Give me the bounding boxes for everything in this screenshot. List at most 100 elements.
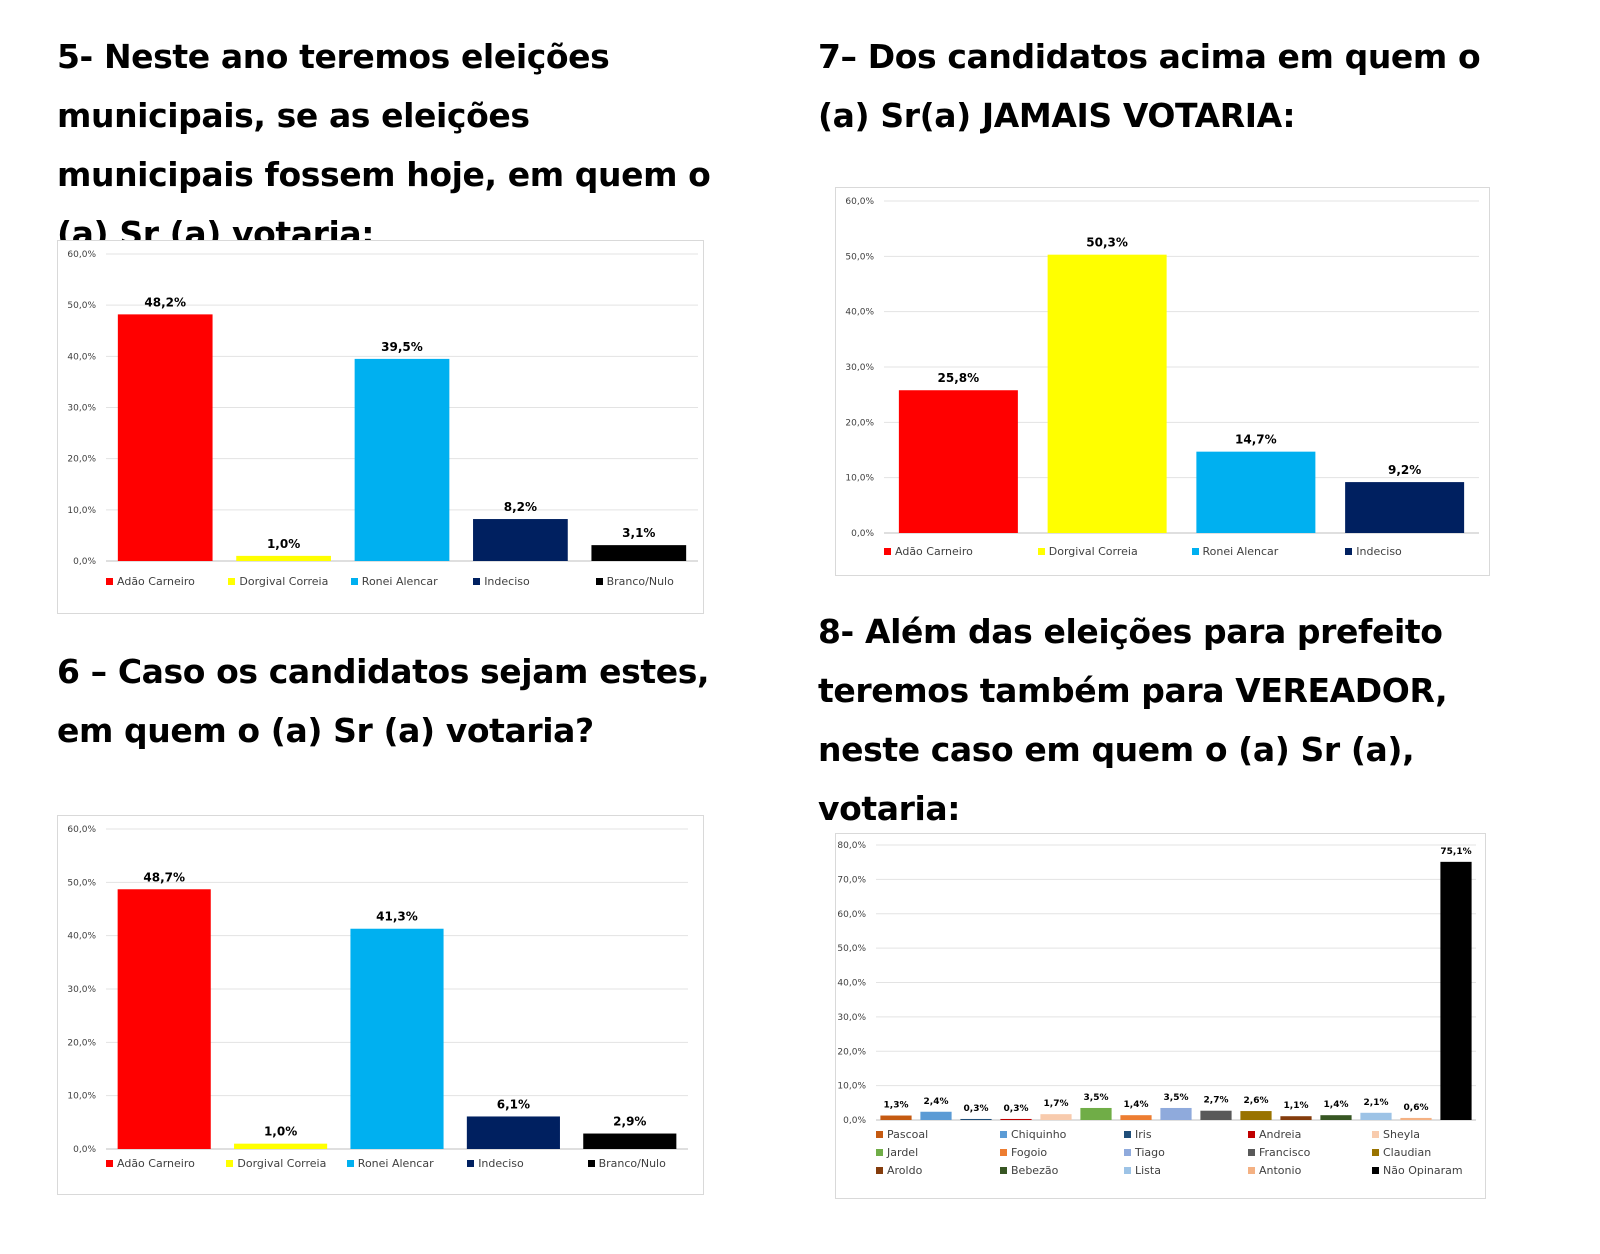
legend-swatch — [1248, 1131, 1255, 1138]
y-tick-label: 70,0% — [837, 875, 866, 885]
legend-item: Claudian — [1372, 1146, 1431, 1160]
legend-item: Chiquinho — [1000, 1128, 1066, 1142]
bar-ronei-alencar — [350, 928, 444, 1149]
bar-ad-o-carneiro — [898, 390, 1018, 533]
legend-item: Adão Carneiro — [106, 1157, 195, 1171]
legend-label: Dorgival Correia — [239, 575, 329, 588]
legend-label: Indeciso — [1356, 545, 1402, 558]
legend-label: Fogoio — [1011, 1146, 1048, 1159]
y-tick-label: 20,0% — [67, 455, 96, 465]
legend-item: Andreia — [1248, 1128, 1301, 1142]
bar-aroldo — [1280, 1116, 1312, 1120]
legend-swatch — [1372, 1131, 1379, 1138]
legend-label: Pascoal — [887, 1128, 929, 1141]
legend-swatch — [1124, 1131, 1131, 1138]
legend-swatch — [1345, 548, 1353, 555]
legend-swatch — [876, 1131, 883, 1138]
legend-swatch — [587, 1160, 595, 1167]
bar-branco-nulo — [583, 1133, 677, 1149]
legend-item: Lista — [1124, 1164, 1161, 1178]
data-label: 3,5% — [1084, 1093, 1109, 1103]
bar-andreia — [1000, 1118, 1032, 1120]
bar-ad-o-carneiro — [117, 889, 211, 1149]
bar-ad-o-carneiro — [117, 314, 213, 561]
y-tick-label: 50,0% — [67, 301, 96, 311]
legend-swatch — [876, 1167, 883, 1174]
legend-label: Lista — [1135, 1164, 1161, 1177]
chart-question-5: 0,0% 10,0% 20,0% 30,0% 40,0% 50,0% 60,0% 48,2% 1… — [57, 240, 704, 614]
legend-item: Jardel — [876, 1146, 918, 1160]
data-label: 3,1% — [622, 526, 655, 540]
data-label: 1,4% — [1324, 1100, 1349, 1110]
bar-jardel — [1080, 1107, 1112, 1120]
data-label: 75,1% — [1440, 847, 1471, 857]
bar-bebez-o — [1320, 1115, 1352, 1120]
legend-label: Sheyla — [1383, 1128, 1421, 1141]
data-label: 8,2% — [504, 500, 537, 514]
legend-swatch — [1000, 1149, 1007, 1156]
legend-label: Branco/Nulo — [598, 1157, 666, 1170]
legend-swatch — [1000, 1131, 1007, 1138]
chart-question-8: 0,0% 10,0% 20,0% 30,0% 40,0% 50,0% 60,0% 70,0% 8… — [835, 833, 1486, 1199]
bar-n-o-opinaram — [1440, 861, 1472, 1120]
y-tick-label: 40,0% — [837, 979, 866, 989]
y-tick-label: 10,0% — [67, 506, 96, 516]
bar-chiquinho — [920, 1111, 952, 1120]
legend-item: Aroldo — [876, 1164, 922, 1178]
bar-indeciso — [1345, 482, 1465, 533]
bar-indeciso — [473, 519, 568, 561]
legend-label: Dorgival Correia — [1048, 545, 1138, 558]
legend-label: Adão Carneiro — [117, 575, 195, 588]
legend-label: Chiquinho — [1011, 1128, 1067, 1141]
legend-item: Adão Carneiro — [884, 545, 973, 559]
legend-label: Claudian — [1383, 1146, 1432, 1159]
y-tick-label: 0,0% — [843, 1116, 866, 1126]
y-tick-label: 0,0% — [73, 1145, 96, 1155]
bar-branco-nulo — [591, 545, 687, 561]
legend-label: Iris — [1135, 1128, 1152, 1141]
y-tick-label: 80,0% — [837, 841, 866, 851]
y-tick-label: 50,0% — [67, 878, 96, 888]
chart-question-6: 0,0% 10,0% 20,0% 30,0% 40,0% 50,0% 60,0% 48,7% 1… — [57, 815, 704, 1195]
data-label: 39,5% — [381, 340, 423, 354]
data-label: 0,6% — [1404, 1103, 1429, 1113]
legend-label: Tiago — [1135, 1146, 1165, 1159]
legend-label: Ronei Alencar — [1202, 545, 1279, 558]
data-label: 48,2% — [144, 295, 186, 309]
question-5-title: 5- Neste ano teremos eleições municipais… — [57, 37, 711, 253]
legend-swatch — [595, 578, 603, 585]
legend-label: Adão Carneiro — [895, 545, 973, 558]
legend-label: Ronei Alencar — [357, 1157, 434, 1170]
legend-label: Aroldo — [887, 1164, 923, 1177]
legend-swatch — [346, 1160, 354, 1167]
bar-lista — [1360, 1112, 1392, 1120]
legend-item: Ronei Alencar — [350, 575, 438, 589]
data-label: 2,1% — [1364, 1098, 1389, 1108]
bar-sheyla — [1040, 1114, 1072, 1120]
bar-tiago — [1160, 1107, 1192, 1120]
y-tick-label: 20,0% — [837, 1047, 866, 1057]
y-tick-label: 50,0% — [837, 944, 866, 954]
bar-ronei-alencar — [354, 358, 450, 561]
legend-swatch — [1372, 1167, 1379, 1174]
data-label: 1,3% — [884, 1101, 909, 1111]
data-label: 48,7% — [143, 870, 185, 884]
legend-swatch — [226, 1160, 234, 1167]
legend-swatch — [1124, 1149, 1131, 1156]
legend-swatch — [1037, 548, 1045, 555]
legend-swatch — [473, 578, 481, 585]
y-tick-label: 20,0% — [845, 418, 874, 428]
question-6-title: 6 – Caso os candidatos sejam estes, em q… — [57, 652, 710, 750]
legend-item: Antonio — [1248, 1164, 1301, 1178]
data-label: 9,2% — [1388, 463, 1421, 477]
question-8-title: 8- Além das eleições para prefeito terem… — [818, 612, 1448, 828]
bar-iris — [960, 1118, 992, 1120]
legend-item: Ronei Alencar — [346, 1157, 434, 1171]
legend-swatch — [106, 578, 113, 585]
legend-label: Não Opinaram — [1383, 1164, 1463, 1177]
legend-item: Indeciso — [467, 1157, 524, 1171]
bar-fogoio — [1120, 1115, 1152, 1120]
y-tick-label: 60,0% — [67, 825, 96, 835]
legend-item: Dorgival Correia — [228, 575, 328, 589]
legend-item: Pascoal — [876, 1128, 928, 1142]
